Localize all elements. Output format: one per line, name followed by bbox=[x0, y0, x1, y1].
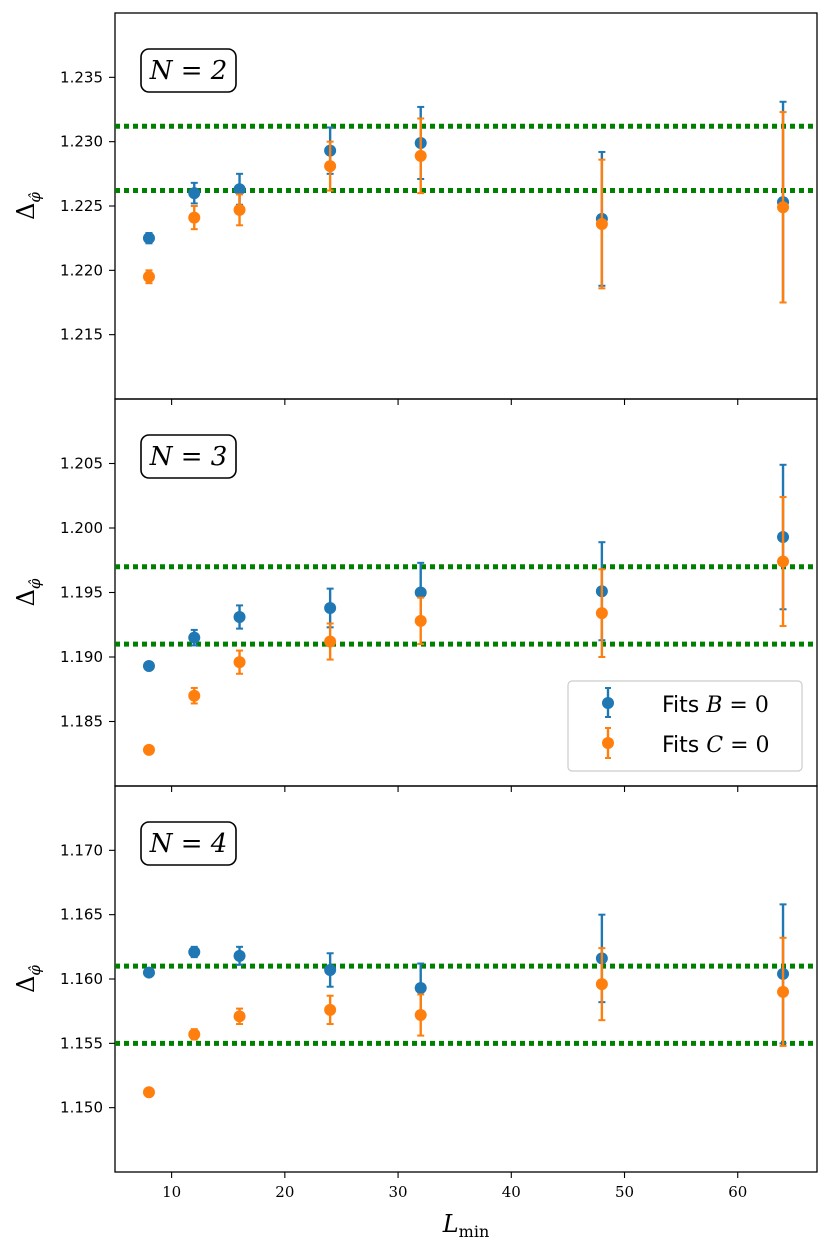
x-tick-label: 30 bbox=[389, 1183, 408, 1201]
data-point bbox=[414, 149, 427, 162]
data-point bbox=[233, 203, 246, 216]
x-tick-label: 50 bbox=[615, 1183, 634, 1201]
legend-item-fits-b: Fits B = 0 bbox=[602, 687, 769, 718]
x-axis-label: Lmin bbox=[442, 1210, 490, 1241]
y-axis-label: Δφ̂ bbox=[12, 192, 44, 220]
data-point bbox=[324, 601, 337, 614]
data-point bbox=[324, 963, 337, 976]
panel-label: N = 2 bbox=[149, 56, 228, 86]
y-tick-label: 1.230 bbox=[60, 133, 103, 151]
data-point bbox=[142, 232, 155, 245]
y-axis-label-sub: φ̂ bbox=[26, 192, 44, 203]
y-axis-label-main: Δ bbox=[12, 589, 40, 606]
panel-3: 1.150 1.155 1.160 1.165 1.170 10 20 30 40 50 60 N =… bbox=[12, 785, 818, 1201]
panel-1: 1.215 1.220 1.225 1.230 1.235 N = 2 Δφ̂ bbox=[12, 12, 818, 405]
y-tick-label: 1.205 bbox=[60, 455, 103, 473]
data-point bbox=[324, 1003, 337, 1016]
panel-label: N = 4 bbox=[149, 829, 228, 859]
y-tick-label: 1.165 bbox=[60, 906, 103, 924]
panel-label-box bbox=[140, 48, 237, 93]
x-tick-label: 60 bbox=[728, 1183, 747, 1201]
data-point bbox=[324, 160, 337, 173]
y-axis-label: Δφ̂ bbox=[12, 965, 44, 993]
data-point bbox=[188, 211, 201, 224]
series-fits-c bbox=[142, 496, 790, 756]
y-tick-label: 1.155 bbox=[60, 1034, 103, 1052]
legend-label-b: Fits B = 0 bbox=[662, 693, 769, 718]
data-point bbox=[142, 1086, 155, 1099]
x-tick-label: 10 bbox=[162, 1183, 181, 1201]
y-axis-label-main: Δ bbox=[12, 976, 40, 993]
data-point bbox=[188, 631, 201, 644]
y-tick-label: 1.220 bbox=[60, 261, 103, 279]
data-point bbox=[188, 945, 201, 958]
data-point bbox=[233, 611, 246, 624]
data-point bbox=[595, 607, 608, 620]
y-axis-label-main: Δ bbox=[12, 203, 40, 220]
y-tick-label: 1.200 bbox=[60, 519, 103, 537]
data-point bbox=[233, 949, 246, 962]
data-point bbox=[777, 201, 790, 214]
y-tick-label: 1.215 bbox=[60, 326, 103, 344]
data-point bbox=[414, 614, 427, 627]
data-point bbox=[414, 982, 427, 995]
data-point bbox=[188, 187, 201, 200]
y-tick-label: 1.150 bbox=[60, 1099, 103, 1117]
data-point bbox=[595, 978, 608, 991]
y-tick-label: 1.195 bbox=[60, 584, 103, 602]
series-fits-c bbox=[142, 111, 790, 304]
data-point bbox=[142, 270, 155, 283]
data-point bbox=[777, 985, 790, 998]
y-tick-label: 1.185 bbox=[60, 713, 103, 731]
y-tick-label: 1.225 bbox=[60, 197, 103, 215]
legend-label-c: Fits C = 0 bbox=[662, 733, 770, 758]
data-point bbox=[414, 1009, 427, 1022]
data-point bbox=[233, 656, 246, 669]
y-axis-label-sub: φ̂ bbox=[26, 578, 44, 589]
panel-2: 1.185 1.190 1.195 1.200 1.205 N = 3 Δφ̂ bbox=[12, 398, 818, 792]
data-point bbox=[324, 635, 337, 648]
data-point bbox=[595, 218, 608, 231]
data-point bbox=[233, 1010, 246, 1023]
panel-label: N = 3 bbox=[149, 442, 228, 472]
data-point bbox=[142, 966, 155, 979]
x-tick-label: 20 bbox=[275, 1183, 294, 1201]
panel-label-box bbox=[140, 821, 237, 866]
data-point bbox=[142, 743, 155, 756]
legend-marker-c bbox=[602, 737, 614, 749]
legend: Fits B = 0 Fits C = 0 bbox=[567, 680, 803, 772]
y-tick-label: 1.235 bbox=[60, 68, 103, 86]
y-axis-label-sub: φ̂ bbox=[26, 965, 44, 976]
y-axis-label: Δφ̂ bbox=[12, 578, 44, 606]
y-tick-label: 1.170 bbox=[60, 841, 103, 859]
data-point bbox=[777, 555, 790, 568]
data-point bbox=[414, 586, 427, 599]
series-fits-c bbox=[142, 936, 790, 1099]
data-point bbox=[188, 1028, 201, 1041]
data-point bbox=[233, 183, 246, 196]
x-tick-label: 40 bbox=[502, 1183, 521, 1201]
legend-marker-b bbox=[602, 697, 614, 709]
panel-label-box bbox=[140, 434, 237, 479]
legend-frame bbox=[567, 680, 803, 772]
data-point bbox=[142, 660, 155, 673]
data-point bbox=[188, 689, 201, 702]
legend-item-fits-c: Fits C = 0 bbox=[602, 727, 770, 759]
y-tick-label: 1.160 bbox=[60, 970, 103, 988]
y-tick-label: 1.190 bbox=[60, 648, 103, 666]
